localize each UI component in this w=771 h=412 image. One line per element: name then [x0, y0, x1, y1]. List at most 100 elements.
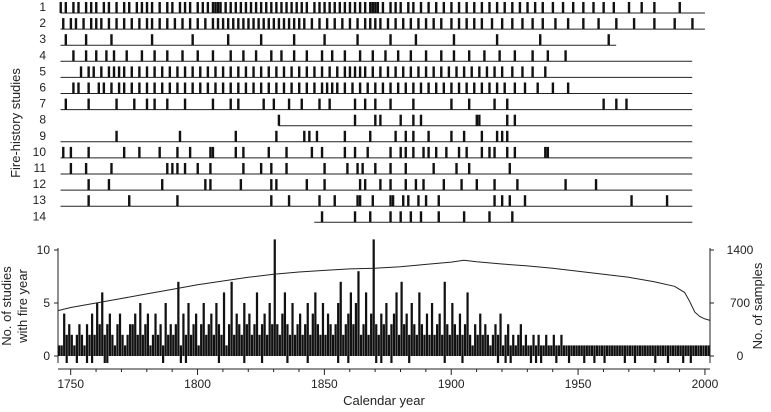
fire-event-mark [303, 130, 306, 142]
fire-event-mark [315, 130, 319, 142]
fire-count-bar [468, 334, 472, 356]
fire-event-mark [74, 18, 78, 30]
fire-event-mark [495, 130, 499, 142]
fire-event-mark [89, 2, 93, 13]
fire-event-mark [247, 18, 250, 30]
fire-event-mark [526, 2, 529, 13]
fire-event-mark [254, 50, 258, 62]
fire-count-bar [250, 334, 254, 356]
fire-event-mark [462, 130, 466, 142]
fire-event-mark [237, 66, 240, 78]
fire-event-mark [511, 211, 514, 223]
fire-count-bar [408, 334, 411, 356]
fire-event-mark [320, 50, 324, 62]
fire-event-mark [566, 18, 570, 30]
fire-count-bar [129, 324, 132, 356]
zero-year-marker [217, 356, 221, 363]
zero-year-marker [260, 356, 264, 363]
fire-event-mark [442, 179, 446, 191]
fire-event-mark [150, 2, 154, 13]
fire-count-bar [276, 324, 279, 356]
fire-count-bar [326, 313, 330, 356]
fire-event-mark [371, 195, 374, 207]
fire-event-mark [270, 195, 273, 207]
fire-event-mark [363, 18, 367, 30]
fire-event-mark [282, 82, 286, 94]
fire-count-bar [664, 345, 667, 356]
fire-event-mark [168, 66, 172, 78]
fire-count-bar [479, 313, 482, 356]
fire-event-mark [183, 66, 187, 78]
fire-event-mark [252, 82, 255, 94]
fire-event-mark [171, 163, 174, 174]
fire-count-bar [507, 324, 510, 356]
fire-event-mark [358, 179, 362, 191]
fire-event-mark [115, 98, 118, 110]
fire-event-mark [282, 66, 286, 78]
fire-count-bar [430, 303, 434, 356]
fire-count-bar [225, 345, 228, 356]
fire-event-mark [89, 18, 93, 30]
fire-count-bar [164, 303, 167, 356]
fire-event-mark [305, 50, 309, 62]
fire-event-mark [399, 211, 402, 223]
fire-event-mark [204, 179, 207, 191]
fire-count-bar [60, 345, 63, 356]
fire-count-bar [197, 345, 200, 356]
fire-count-bar [410, 303, 413, 356]
fire-event-mark [427, 146, 430, 158]
fire-count-bar [362, 324, 365, 356]
zero-year-marker [443, 356, 446, 363]
fire-event-mark [478, 114, 481, 126]
fire-event-mark [478, 66, 481, 78]
fire-event-mark [366, 82, 369, 94]
fire-event-mark [237, 82, 240, 94]
fire-event-mark [275, 82, 278, 94]
fire-count-bar [524, 334, 528, 356]
fire-event-mark [259, 34, 263, 46]
fire-event-mark [166, 18, 169, 30]
fire-event-mark [267, 18, 270, 30]
fire-event-mark [561, 2, 565, 13]
fire-count-bar [692, 345, 695, 356]
fire-event-mark [412, 98, 415, 110]
fire-event-mark [181, 50, 184, 62]
fire-count-bar [415, 334, 418, 356]
fire-event-mark [211, 98, 215, 110]
zero-year-marker [461, 356, 464, 363]
fire-event-mark [379, 18, 382, 30]
fire-event-mark [391, 195, 395, 207]
fire-event-mark [523, 82, 527, 94]
fire-event-mark [480, 146, 484, 158]
fire-count-bar [433, 334, 436, 356]
fire-count-bar [70, 334, 73, 356]
fire-count-bar [540, 345, 543, 356]
fire-event-mark [442, 2, 446, 13]
fire-event-mark [318, 195, 321, 207]
fire-count-bar [489, 345, 492, 356]
fire-event-mark [265, 2, 268, 13]
study-label: 3 [39, 32, 46, 46]
fire-count-bar [200, 324, 203, 356]
fire-count-bar [458, 313, 462, 356]
fire-event-mark [369, 2, 372, 13]
fire-event-mark [320, 146, 324, 158]
fire-event-mark [475, 179, 478, 191]
fire-event-mark [82, 18, 85, 30]
fire-event-mark [320, 82, 324, 94]
fire-count-bar [248, 313, 251, 356]
fire-event-mark [181, 18, 184, 30]
fire-count-bar [694, 345, 698, 356]
fire-event-mark [138, 146, 141, 158]
fire-count-bar [423, 334, 426, 356]
fire-count-bar [98, 324, 101, 356]
fire-count-bar [222, 292, 226, 356]
fire-count-bar [555, 345, 558, 356]
fire-count-bar [608, 345, 611, 356]
fire-event-mark [122, 18, 126, 30]
fire-count-bar [314, 292, 317, 356]
fire-event-mark [69, 163, 73, 174]
fire-event-mark [166, 98, 169, 110]
fire-event-mark [328, 66, 331, 78]
fire-count-bar [210, 313, 213, 356]
